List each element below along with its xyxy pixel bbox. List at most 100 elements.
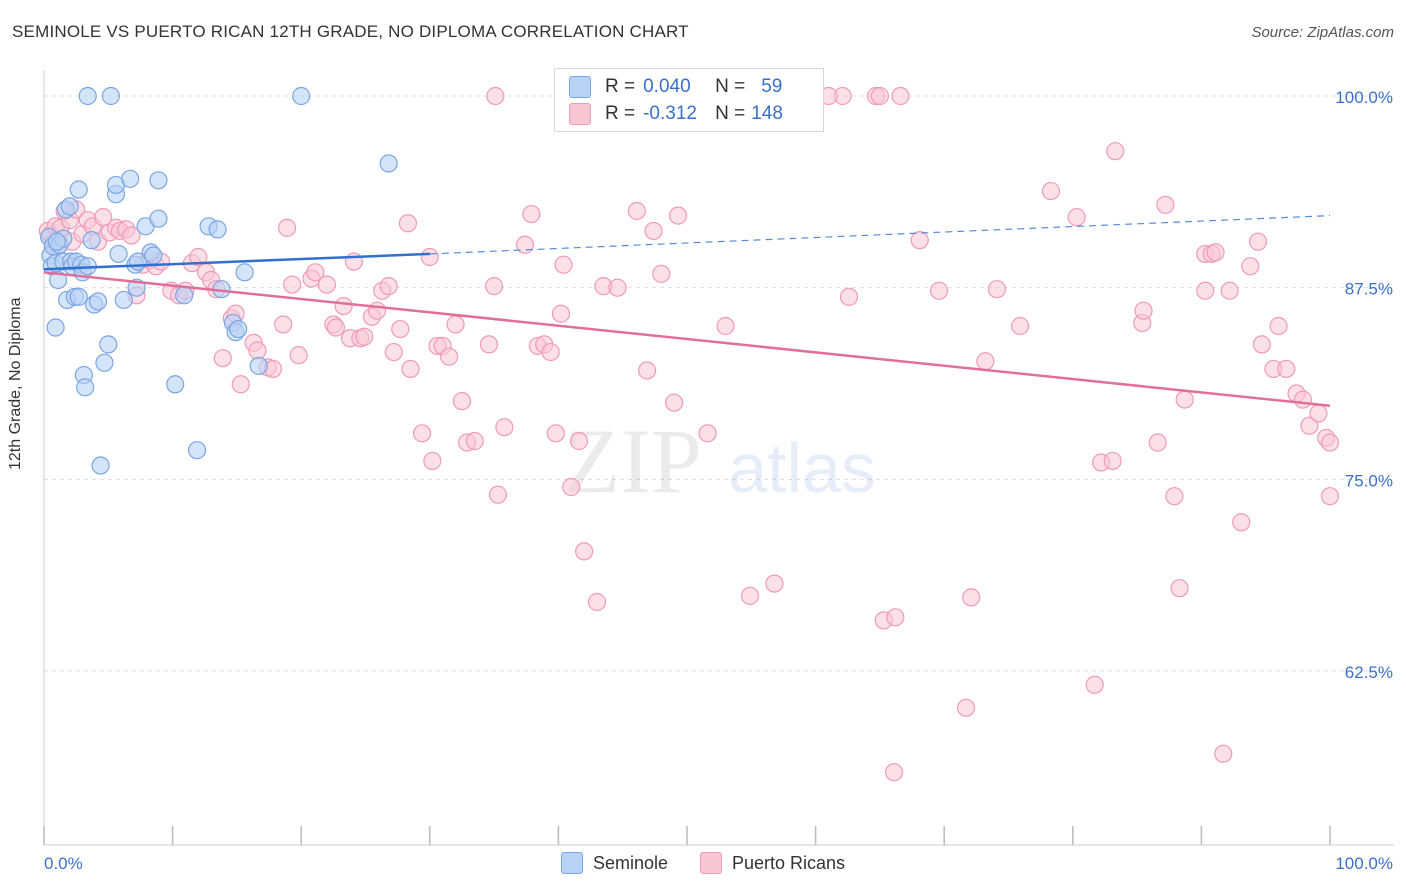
- pr-point: [1248, 232, 1268, 251]
- seminole-point: [149, 209, 168, 228]
- pr-point: [1293, 390, 1313, 409]
- legend-pr-swatch: [699, 852, 722, 874]
- pr-point: [587, 592, 607, 612]
- y-tick-label: 75.0%: [1345, 471, 1393, 490]
- seminole-point: [49, 270, 68, 290]
- seminole-trend-extension: [429, 215, 1331, 255]
- pr-point: [231, 375, 250, 394]
- pr-point: [326, 318, 346, 337]
- seminole-point: [249, 356, 268, 375]
- y-tick-label: 87.5%: [1345, 280, 1393, 299]
- pr-point: [891, 86, 910, 106]
- pr-point: [189, 247, 208, 267]
- chart-title: SEMINOLE VS PUERTO RICAN 12TH GRADE, NO …: [12, 22, 689, 41]
- seminole-point: [95, 353, 114, 372]
- seminole-point: [166, 375, 185, 394]
- pr-point: [465, 431, 484, 451]
- pr-point: [541, 342, 560, 362]
- pr-point: [575, 542, 594, 561]
- pr-point: [1148, 433, 1167, 452]
- seminole-swatch: [569, 76, 591, 98]
- pr-point: [213, 349, 232, 368]
- seminole-point: [101, 86, 120, 106]
- legend-pr-label: Puerto Ricans: [731, 852, 846, 873]
- y-tick-label: 100.0%: [1335, 88, 1393, 107]
- pr-point: [274, 315, 293, 334]
- x-tick-label: 100.0%: [1335, 854, 1393, 873]
- pr-point: [283, 275, 302, 294]
- pr-swatch: [569, 103, 591, 125]
- pr-point: [962, 588, 981, 607]
- seminole-point: [187, 441, 207, 460]
- series-seminole: [40, 86, 398, 475]
- pr-point: [987, 280, 1007, 299]
- pr-point: [446, 315, 465, 334]
- axes: [43, 70, 1394, 846]
- watermark: ZIP atlas: [564, 410, 876, 512]
- legend-seminole-label: Seminole: [592, 852, 668, 873]
- pr-point: [627, 201, 646, 221]
- seminole-point: [208, 220, 227, 239]
- legend-item-seminole[interactable]: Seminole: [560, 852, 668, 874]
- pr-point: [1170, 579, 1189, 598]
- pr-point: [423, 451, 442, 471]
- pr-point: [334, 296, 353, 316]
- pr-point: [1269, 316, 1288, 336]
- seminole-point: [69, 287, 88, 306]
- pr-point: [317, 275, 337, 294]
- pr-point: [379, 277, 398, 296]
- pr-point: [384, 342, 403, 362]
- pr-n-label: N =: [715, 103, 746, 124]
- source-credit: Source: ZipAtlas.com: [1251, 24, 1394, 41]
- pr-point: [910, 231, 929, 250]
- pr-r-value: -0.312: [643, 103, 697, 124]
- pr-point: [551, 304, 571, 323]
- seminole-point: [144, 246, 163, 265]
- seminole-point: [88, 292, 108, 311]
- series-legend: Seminole Puerto Ricans: [0, 852, 1406, 874]
- seminole-point: [379, 154, 398, 173]
- seminole-point: [60, 197, 79, 216]
- pr-point: [355, 327, 374, 346]
- pr-point: [391, 319, 410, 339]
- stats-row-pr: R = -0.312 N = 148: [569, 101, 783, 127]
- pr-n-value: 148: [751, 103, 783, 124]
- seminole-point: [114, 290, 133, 310]
- stats-legend: R = 0.040 N = 59 R = -0.312 N = 148: [554, 68, 824, 132]
- pr-point: [479, 335, 499, 354]
- pr-point: [1134, 301, 1153, 320]
- trend-lines: [43, 215, 1331, 407]
- pr-point: [1156, 195, 1175, 214]
- pr-point: [644, 221, 663, 241]
- pr-point: [452, 392, 472, 411]
- pr-point: [367, 301, 387, 320]
- pr-point: [1196, 281, 1215, 300]
- pr-point: [546, 424, 565, 443]
- pr-point: [1214, 744, 1233, 763]
- seminole-point: [235, 263, 254, 282]
- pr-point: [1206, 243, 1225, 262]
- seminole-point: [229, 319, 248, 339]
- pr-r-label: R =: [605, 103, 636, 124]
- seminole-point: [99, 335, 118, 354]
- legend-item-pr[interactable]: Puerto Ricans: [699, 852, 846, 874]
- seminole-point: [69, 180, 88, 199]
- seminole-point: [47, 232, 66, 251]
- pr-point: [1277, 359, 1296, 379]
- pr-point: [1320, 487, 1340, 506]
- legend-seminole-swatch: [560, 852, 583, 874]
- seminole-point: [175, 286, 194, 305]
- pr-point: [94, 208, 113, 227]
- watermark-atlas: atlas: [728, 429, 876, 507]
- pr-trend-line: [43, 271, 1331, 407]
- pr-point: [1252, 335, 1271, 354]
- pr-point: [1232, 513, 1251, 532]
- y-tick-label: 62.5%: [1345, 663, 1393, 682]
- y-axis-label: 12th Grade, No Diploma: [7, 297, 24, 470]
- pr-point: [412, 424, 432, 443]
- pr-point: [1165, 487, 1184, 506]
- seminole-r-label: R =: [605, 76, 636, 97]
- pr-point: [495, 418, 514, 437]
- seminole-point: [78, 86, 97, 106]
- pr-point: [765, 574, 784, 593]
